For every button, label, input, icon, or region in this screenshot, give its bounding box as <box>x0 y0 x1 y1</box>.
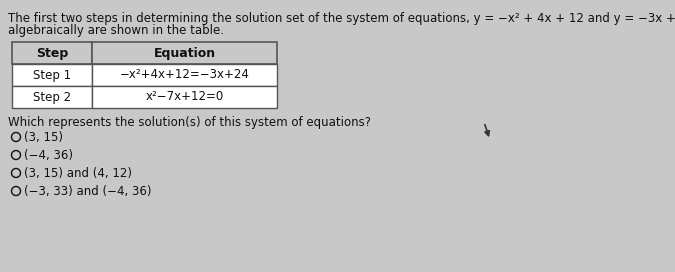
Text: Equation: Equation <box>153 47 215 60</box>
Bar <box>92 42 277 64</box>
Text: −x²+4x+12=−3x+24: −x²+4x+12=−3x+24 <box>119 69 250 82</box>
Text: (3, 15) and (4, 12): (3, 15) and (4, 12) <box>24 166 132 180</box>
Text: Step 1: Step 1 <box>33 69 71 82</box>
Bar <box>12 42 92 64</box>
Bar <box>12 64 92 86</box>
Text: Step 2: Step 2 <box>33 91 71 104</box>
Bar <box>92 86 277 108</box>
Text: algebraically are shown in the table.: algebraically are shown in the table. <box>8 24 224 37</box>
Text: Which represents the solution(s) of this system of equations?: Which represents the solution(s) of this… <box>8 116 371 129</box>
Text: (3, 15): (3, 15) <box>24 131 63 144</box>
Text: The first two steps in determining the solution set of the system of equations, : The first two steps in determining the s… <box>8 12 675 25</box>
Bar <box>12 86 92 108</box>
Text: (−4, 36): (−4, 36) <box>24 149 74 162</box>
Text: x²−7x+12=0: x²−7x+12=0 <box>145 91 223 104</box>
Text: Step: Step <box>36 47 68 60</box>
Bar <box>92 64 277 86</box>
Text: (−3, 33) and (−4, 36): (−3, 33) and (−4, 36) <box>24 184 152 197</box>
